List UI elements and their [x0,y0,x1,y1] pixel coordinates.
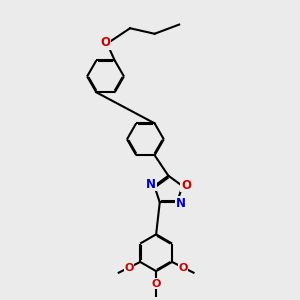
Text: O: O [178,262,188,272]
Text: N: N [176,197,186,210]
Text: O: O [100,37,110,50]
Text: N: N [146,178,156,191]
Text: O: O [124,262,134,272]
Text: O: O [181,178,191,191]
Text: O: O [152,279,161,289]
